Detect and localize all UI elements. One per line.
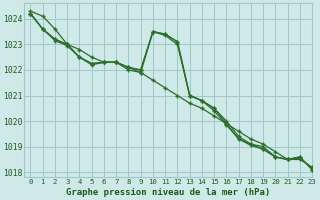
X-axis label: Graphe pression niveau de la mer (hPa): Graphe pression niveau de la mer (hPa) bbox=[66, 188, 270, 197]
